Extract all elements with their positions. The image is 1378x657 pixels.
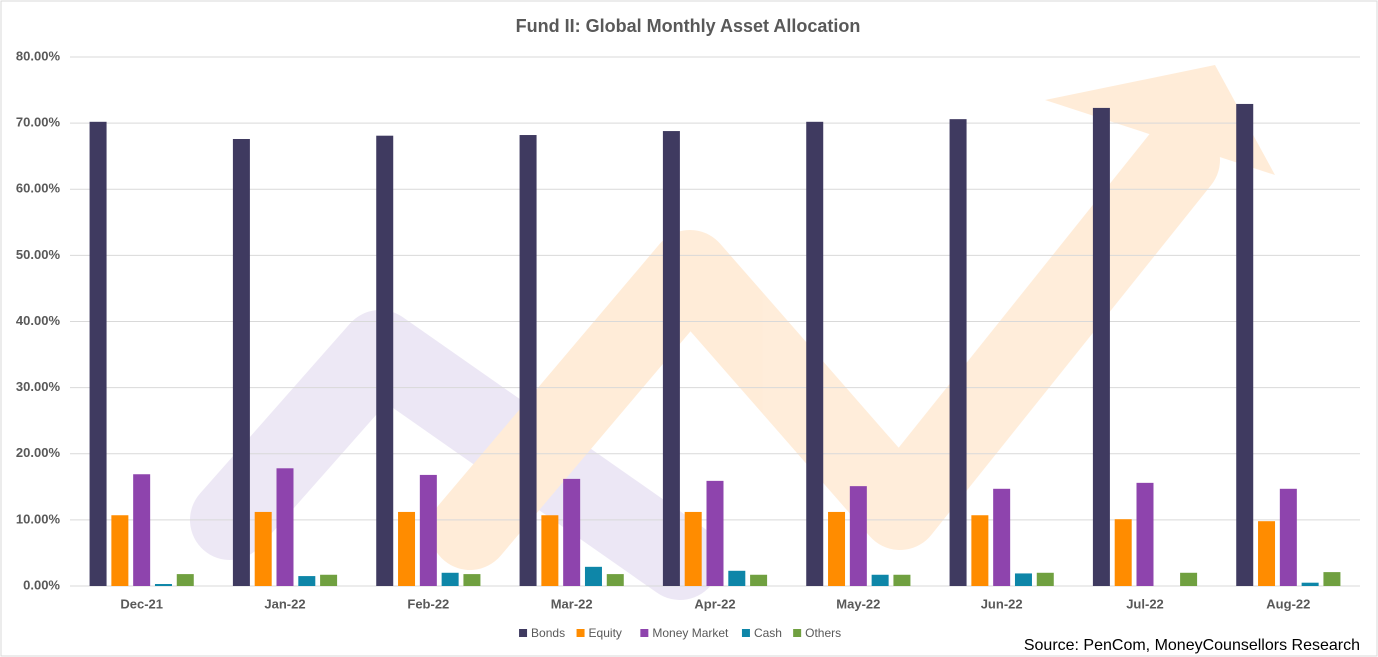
bar	[111, 515, 129, 586]
bar	[849, 486, 867, 586]
bar	[706, 480, 724, 586]
bar	[893, 574, 911, 586]
bar	[1236, 103, 1254, 586]
bar	[1180, 572, 1198, 586]
bar	[320, 574, 338, 586]
bar	[519, 135, 537, 586]
bar	[89, 121, 107, 587]
bar	[463, 574, 481, 586]
bar	[398, 511, 416, 586]
x-tick-label: Feb-22	[407, 596, 449, 611]
bar	[419, 474, 437, 586]
bar	[154, 584, 172, 586]
bar	[1036, 572, 1054, 586]
legend-swatch	[741, 629, 750, 637]
y-tick-label: 30.00%	[16, 379, 61, 394]
bar	[254, 511, 272, 586]
bar	[828, 511, 846, 586]
bar	[1323, 572, 1341, 586]
y-tick-label: 0.00%	[23, 577, 60, 592]
x-tick-label: Jun-22	[981, 596, 1023, 611]
x-tick-label: Aug-22	[1266, 596, 1310, 611]
x-tick-label: Jan-22	[264, 596, 305, 611]
bar	[993, 488, 1011, 586]
bar	[563, 478, 581, 586]
bar	[806, 121, 824, 587]
bar	[949, 119, 967, 586]
legend-swatch	[793, 629, 802, 637]
bar	[1136, 482, 1154, 586]
legend-label: Equity	[589, 626, 622, 640]
bar	[606, 574, 624, 586]
bar	[728, 570, 746, 586]
bar	[133, 474, 151, 586]
bar	[1279, 488, 1297, 586]
y-tick-label: 80.00%	[16, 48, 61, 63]
source-note: Source: PenCom, MoneyCounsellors Researc…	[1024, 637, 1360, 654]
legend-label: Others	[805, 626, 841, 640]
x-tick-label: Apr-22	[694, 596, 735, 611]
bar	[376, 135, 394, 586]
legend-label: Bonds	[531, 626, 565, 640]
y-tick-label: 70.00%	[16, 115, 61, 130]
y-tick-label: 50.00%	[16, 247, 61, 262]
bar	[298, 576, 316, 586]
bar	[441, 572, 459, 586]
x-tick-label: May-22	[836, 596, 880, 611]
bar	[1114, 519, 1132, 586]
x-tick-label: Mar-22	[551, 596, 593, 611]
bar	[684, 511, 702, 586]
chart-title: Fund II: Global Monthly Asset Allocation	[516, 16, 861, 36]
bar	[541, 515, 559, 586]
y-tick-label: 20.00%	[16, 445, 61, 460]
bar	[584, 566, 602, 586]
bar	[232, 138, 250, 586]
legend-label: Cash	[754, 626, 782, 640]
legend-swatch	[640, 629, 649, 637]
bar	[971, 515, 989, 586]
legend-swatch	[576, 629, 585, 637]
bar	[1014, 573, 1032, 586]
bar	[1258, 521, 1276, 586]
bar	[662, 131, 680, 586]
bar	[750, 574, 768, 586]
bar	[176, 574, 194, 586]
bar	[1092, 107, 1110, 586]
y-tick-label: 10.00%	[16, 511, 61, 526]
legend-label: Money Market	[652, 626, 729, 640]
y-tick-label: 40.00%	[16, 313, 61, 328]
bar	[1301, 582, 1319, 586]
legend-swatch	[519, 629, 528, 637]
x-tick-label: Jul-22	[1126, 596, 1164, 611]
bar	[276, 468, 294, 586]
y-tick-label: 60.00%	[16, 181, 61, 196]
x-tick-label: Dec-21	[120, 596, 163, 611]
bar	[871, 574, 889, 586]
